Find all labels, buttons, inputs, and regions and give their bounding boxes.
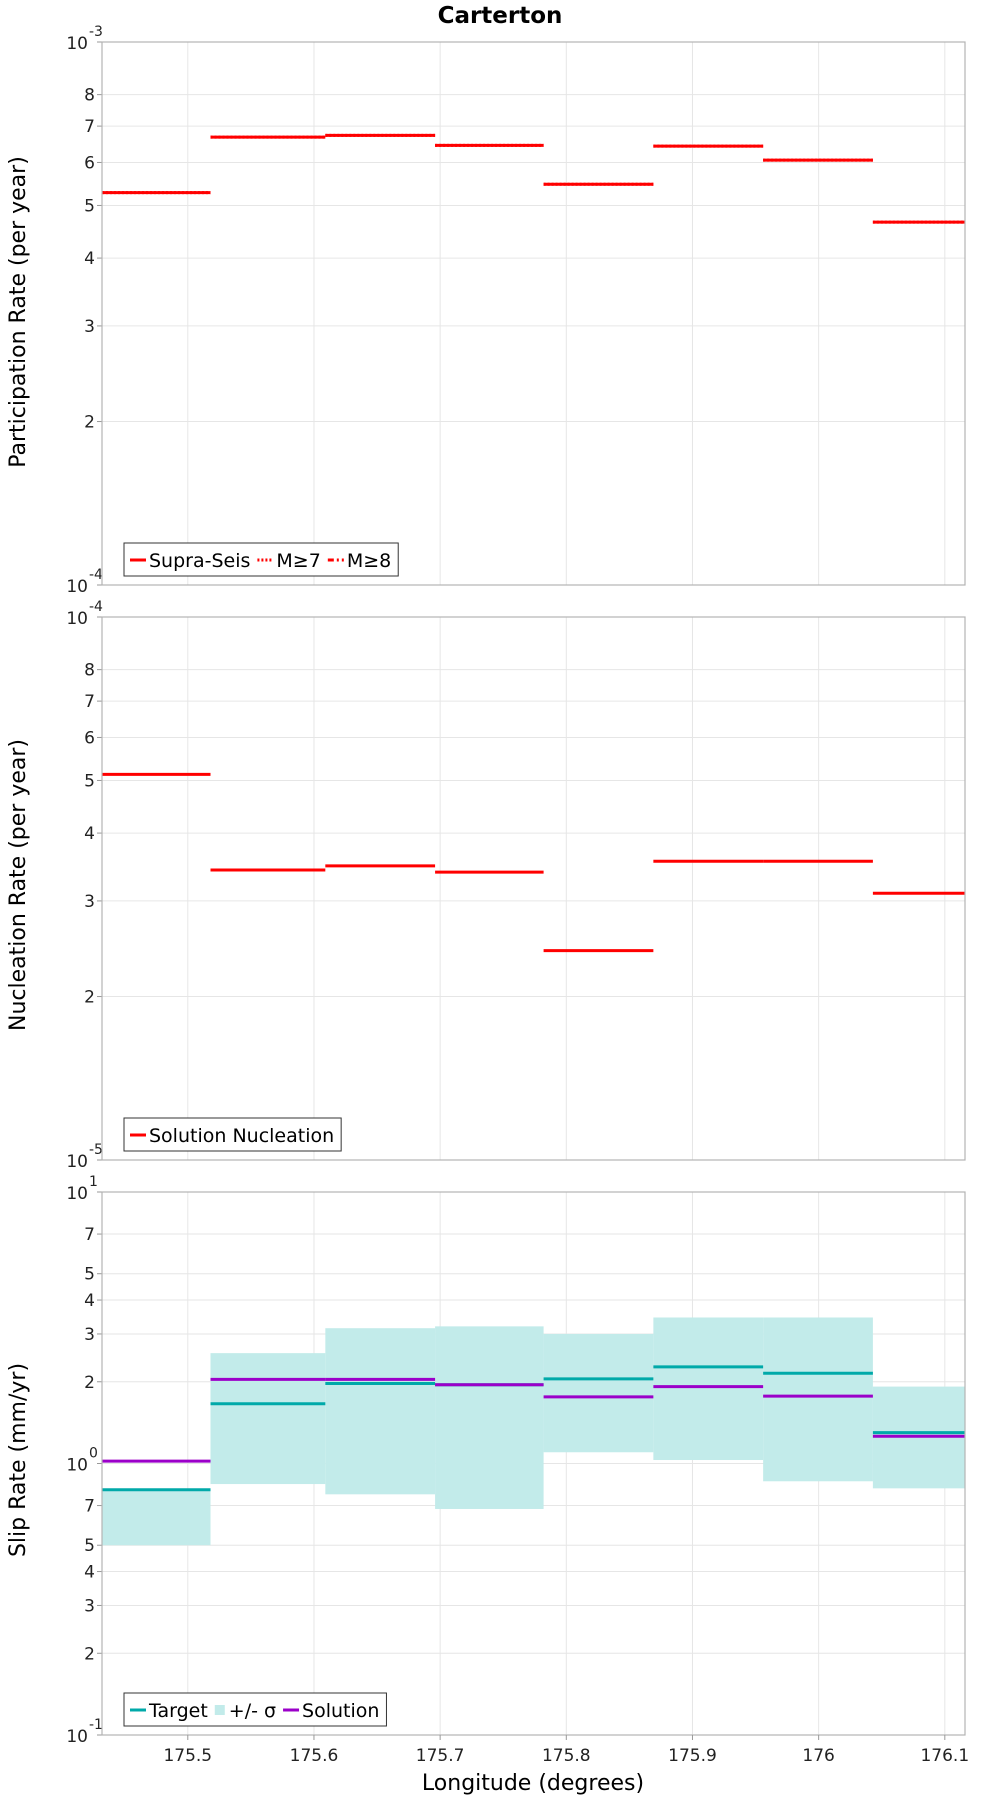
y-tick-label: 8 [84, 86, 95, 106]
y-tick-label: 3 [84, 892, 95, 912]
y-tick-label: 10 [66, 34, 88, 54]
y-tick-label: 2 [84, 413, 95, 433]
y-tick-label: 10 [66, 609, 88, 629]
legend: Target +/- σ Solution [123, 1692, 387, 1727]
x-tick-label: 175.6 [290, 1746, 339, 1766]
y-tick-label: 10 [66, 1152, 88, 1172]
y-tick-label: 4 [84, 249, 95, 269]
x-tick-label: 175.5 [163, 1746, 212, 1766]
y-tick-label: 5 [84, 771, 95, 791]
x-tick-label: 175.8 [542, 1746, 591, 1766]
y-tick-label: 10 [66, 1184, 88, 1204]
legend-background [124, 1118, 342, 1151]
legend-background [124, 543, 399, 576]
sigma-band [653, 1317, 764, 1461]
x-tick-label: 176.1 [920, 1746, 969, 1766]
y-tick-label: 6 [84, 728, 95, 748]
y-tick-label: 2 [84, 1644, 95, 1664]
legend-label: Supra-Seis [149, 550, 250, 572]
legend-box [123, 1692, 387, 1727]
sigma-band [763, 1317, 873, 1482]
plot-frame [101, 616, 966, 1161]
y-tick-label: 4 [84, 824, 95, 844]
x-axis-label: Longitude (degrees) [422, 1771, 644, 1796]
sigma-band [435, 1326, 544, 1509]
x-tick-label: 176 [802, 1746, 834, 1766]
y-axis-label-slip-rate: Slip Rate (mm/yr) [6, 1363, 31, 1557]
legend-box [123, 542, 399, 577]
y-tick-exponent: 1 [89, 1174, 98, 1190]
legend-background [124, 1693, 387, 1726]
y-tick-label: 4 [84, 1563, 95, 1583]
legend-label: Target [148, 1700, 208, 1722]
y-tick-label: 5 [84, 1536, 95, 1556]
y-axis-label-nucleation: Nucleation Rate (per year) [6, 739, 31, 1031]
y-tick-label: 7 [84, 117, 95, 137]
y-tick-label: 7 [84, 692, 95, 712]
y-tick-label: 3 [84, 1596, 95, 1616]
legend-label: Solution [302, 1700, 379, 1722]
legend: Supra-Seis M≥7 M≥8 [123, 542, 399, 577]
y-tick-label: 3 [84, 317, 95, 337]
x-tick-label: 175.9 [668, 1746, 717, 1766]
sigma-band [102, 1489, 211, 1546]
y-tick-label: 2 [84, 1373, 95, 1393]
y-tick-label: 8 [84, 661, 95, 681]
y-tick-label: 5 [84, 1265, 95, 1285]
legend-label: M≥7 [276, 550, 320, 572]
x-tick-label: 175.7 [416, 1746, 465, 1766]
y-tick-exponent: 0 [89, 1446, 98, 1462]
chart-title: Carterton [438, 3, 563, 29]
legend-swatch [214, 1705, 225, 1715]
y-tick-label: 2 [84, 988, 95, 1008]
y-tick-label: 10 [66, 1456, 88, 1476]
sigma-band [543, 1333, 654, 1453]
y-tick-label: 5 [84, 196, 95, 216]
y-tick-label: 10 [66, 1727, 88, 1747]
y-tick-exponent: -5 [89, 1142, 103, 1158]
y-tick-label: 4 [84, 1291, 95, 1311]
y-tick-exponent: -4 [89, 567, 103, 583]
y-tick-exponent: -1 [89, 1717, 103, 1733]
legend: Solution Nucleation [123, 1117, 342, 1152]
legend-label: Solution Nucleation [149, 1125, 334, 1147]
legend-label: M≥8 [347, 550, 391, 572]
y-tick-label: 6 [84, 153, 95, 173]
legend-label: +/- σ [229, 1700, 276, 1722]
plot-frame [101, 41, 966, 586]
plot-frame [101, 1191, 966, 1736]
y-tick-exponent: -3 [89, 24, 103, 40]
y-tick-label: 3 [84, 1325, 95, 1345]
y-tick-label: 10 [66, 577, 88, 597]
sigma-band [325, 1328, 436, 1495]
y-tick-label: 7 [84, 1225, 95, 1245]
legend-box [123, 1117, 342, 1152]
y-tick-label: 7 [84, 1497, 95, 1517]
y-tick-exponent: -4 [89, 599, 103, 615]
y-axis-label-participation: Participation Rate (per year) [6, 156, 31, 468]
sigma-band [210, 1353, 326, 1485]
